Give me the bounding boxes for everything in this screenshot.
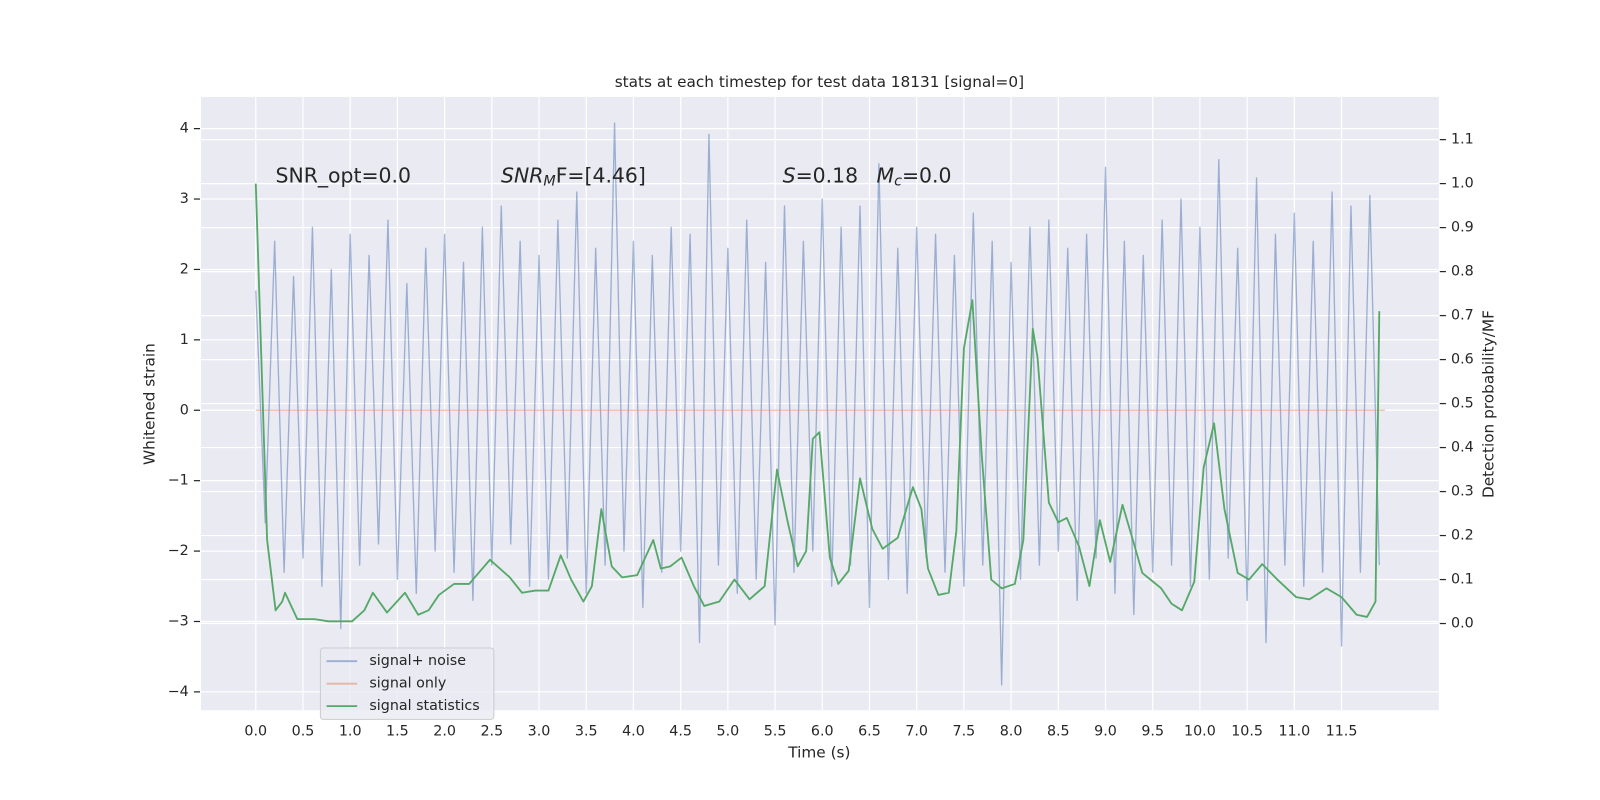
y2-axis-label: Detection probability/MF: [1479, 310, 1497, 498]
x-tick-label: 6.0: [811, 724, 834, 740]
y2-tick-label: 0.5: [1451, 396, 1474, 412]
annotation-part: =0.0: [902, 164, 952, 188]
x-tick-label: 8.0: [1000, 724, 1023, 740]
y2-tick-label: 1.0: [1451, 176, 1474, 192]
x-tick-label: 10.0: [1184, 724, 1216, 740]
x-tick-label: 8.5: [1047, 724, 1070, 740]
annotation-part: c: [894, 174, 902, 190]
annotation-part: SNR: [501, 164, 543, 188]
legend-box: [319, 647, 495, 720]
x-tick-label: 9.0: [1094, 724, 1117, 740]
x-tick-label: 5.5: [764, 724, 787, 740]
legend-label: signal only: [369, 676, 446, 692]
legend: signal+ noise signal only signal statistic…: [319, 647, 495, 720]
annotations: SNR_opt=0.0 SNRMF=[4.46] S=0.18 Mc=0.0: [276, 164, 952, 190]
annotation-part: =0.18: [796, 164, 859, 188]
x-tick-label: 3.5: [575, 724, 598, 740]
x-tick-label: 3.0: [528, 724, 551, 740]
y-tick-label: −3: [168, 613, 189, 629]
y-tick-label: −2: [168, 543, 189, 559]
legend-label: signal statistics: [369, 698, 479, 714]
annotation-part: M: [877, 164, 895, 188]
y2-tick-label: 0.2: [1451, 528, 1474, 544]
y2-tick-label: 0.4: [1451, 440, 1474, 456]
x-tick-label: 2.5: [480, 724, 503, 740]
series-line: [254, 183, 1381, 623]
y2-tick-label: 0.3: [1451, 484, 1474, 500]
marks: [254, 122, 1385, 686]
annotation: Mc=0.0: [877, 164, 952, 190]
annotation-part: S: [783, 164, 796, 188]
x-tick-label: 10.5: [1231, 724, 1263, 740]
y2-tick-label: 0.1: [1451, 572, 1474, 588]
y2-tick-label: 0.7: [1451, 308, 1474, 324]
x-tick-label: 4.0: [622, 724, 645, 740]
x-tick-label: 2.0: [433, 724, 456, 740]
chart-title: stats at each timestep for test data 181…: [615, 73, 1024, 91]
x-tick-label: 11.5: [1326, 724, 1358, 740]
annotation-part: M: [543, 174, 555, 190]
y-tick-label: 0: [180, 402, 189, 418]
x-tick-label: 9.5: [1141, 724, 1164, 740]
x-tick-label: 0.0: [244, 724, 267, 740]
y2-tick-label: 0.0: [1451, 616, 1474, 632]
y-tick-label: 2: [180, 261, 189, 277]
axes: 0.0 0.5 1.0 1.5 2.0 2.5 3.0 3.5 4.0 4.5 5.0 5.5 6.0 6…: [168, 121, 1474, 740]
x-tick-label: 0.5: [292, 724, 315, 740]
annotation-part: F=[4.46]: [556, 164, 646, 188]
y-tick-label: −1: [168, 473, 189, 489]
annotation: S=0.18: [783, 164, 858, 188]
y-tick-label: 4: [180, 121, 189, 137]
y-axis-label: Whitened strain: [141, 343, 159, 465]
x-tick-label: 5.0: [717, 724, 740, 740]
legend-label: signal+ noise: [369, 653, 466, 669]
x-tick-label: 1.0: [339, 724, 362, 740]
series-line: [255, 122, 1380, 686]
y-tick-label: 3: [180, 191, 189, 207]
annotation-part: SNR_opt=0.0: [276, 164, 412, 189]
annotation: SNRMF=[4.46]: [501, 164, 646, 190]
y2-tick-label: 0.8: [1451, 264, 1474, 280]
x-tick-label: 7.5: [953, 724, 976, 740]
y2-tick-label: 0.9: [1451, 220, 1474, 236]
x-axis-label: Time (s): [787, 744, 850, 762]
annotation: SNR_opt=0.0: [276, 164, 412, 189]
x-tick-label: 4.5: [669, 724, 692, 740]
y2-tick-label: 0.6: [1451, 352, 1474, 368]
x-tick-label: 6.5: [858, 724, 881, 740]
x-tick-label: 7.0: [905, 724, 928, 740]
y2-tick-label: 1.1: [1451, 132, 1474, 148]
y-tick-label: −4: [168, 684, 189, 700]
y-tick-label: 1: [180, 332, 189, 348]
x-tick-label: 11.0: [1278, 724, 1310, 740]
x-tick-label: 1.5: [386, 724, 409, 740]
